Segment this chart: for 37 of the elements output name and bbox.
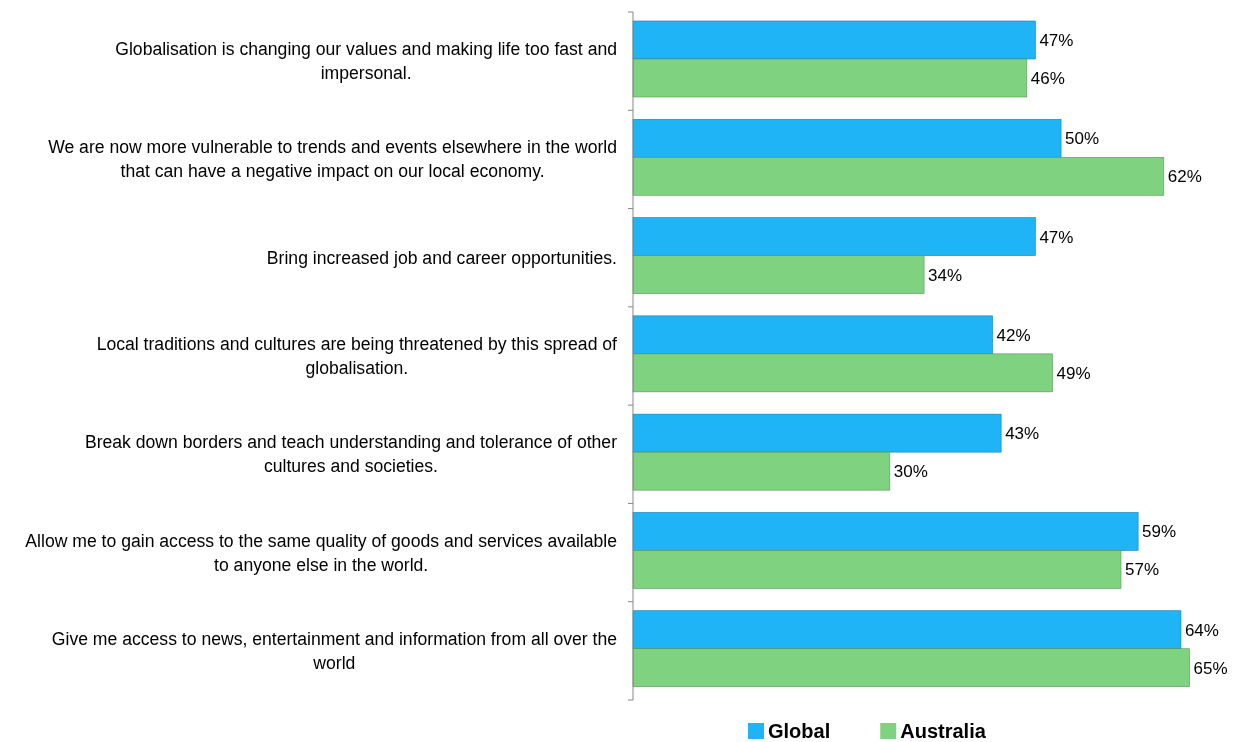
data-label: 34% [928, 265, 963, 285]
bar [632, 451, 891, 491]
bar [632, 353, 1053, 393]
bar [632, 413, 1002, 453]
data-label: 46% [1030, 69, 1065, 88]
data-label: 50% [1065, 129, 1100, 149]
legend-label: Australia [900, 720, 987, 742]
bar [632, 58, 1028, 98]
legend-label: Global [768, 720, 831, 742]
data-label: 64% [1184, 620, 1219, 640]
data-label: 47% [1039, 31, 1074, 50]
bar [632, 550, 1122, 589]
bar [632, 156, 1165, 196]
data-label: 57% [1124, 560, 1160, 580]
y-tick-label: Local traditions and cultures are being threatened by this spread of globalisation. [96, 334, 618, 378]
bar [632, 217, 1036, 256]
y-tick-label: Globalisation is changing our values and making life too fast and impersonal. [115, 39, 617, 84]
y-tick-label: Break down borders and teach understanding and tolerance of other cultures and societies. [84, 432, 618, 477]
data-label: 43% [1005, 424, 1040, 444]
y-tick-label: We are now more vulnerable to trends and events elsewhere in the world that can have a negative impact on our local economy. [48, 137, 617, 182]
data-label: 49% [1056, 363, 1091, 383]
data-label: 62% [1167, 167, 1202, 187]
bar [632, 610, 1182, 650]
data-label: 30% [893, 462, 928, 482]
bar [632, 20, 1036, 60]
data-label: 65% [1193, 658, 1228, 678]
data-label: 42% [996, 325, 1031, 345]
y-tick-label: Allow me to gain access to the same quality of goods and services available to anyone else in the world. [25, 530, 617, 575]
bar [632, 648, 1190, 688]
y-tick-label: Give me access to news, entertainment and information from all over the world [51, 628, 617, 673]
bar [632, 118, 1062, 158]
data-label: 59% [1142, 522, 1177, 542]
y-tick-label: Bring increased job and career opportunities. [266, 247, 617, 268]
bar [632, 315, 993, 355]
bar [632, 255, 925, 294]
data-label: 47% [1039, 227, 1074, 247]
bar [632, 512, 1139, 551]
